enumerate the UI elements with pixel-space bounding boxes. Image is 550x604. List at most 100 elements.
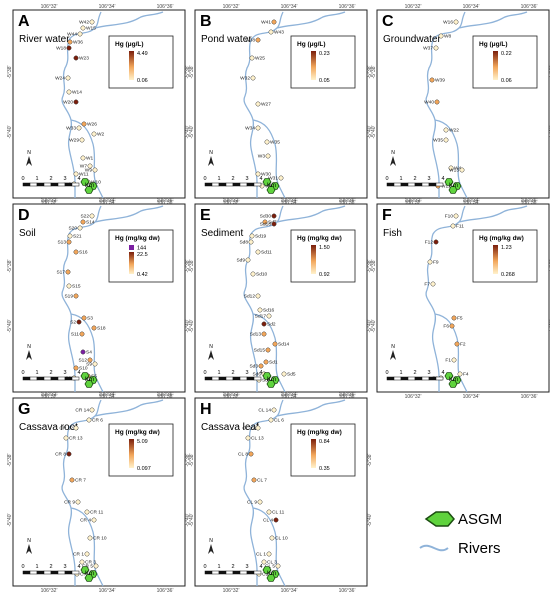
sample-label: Sd1 (269, 360, 278, 366)
scale-segment (253, 182, 262, 187)
scale-segment (57, 570, 66, 575)
sample-point (275, 563, 281, 569)
sample-label: CL 7 (257, 478, 267, 484)
lon-tick-label: 106°32' (41, 200, 58, 206)
scale-tick-label: 1 (399, 370, 402, 376)
sample-label: Sd15 (254, 348, 266, 354)
north-label: N (27, 150, 31, 156)
sample-label: W10 (91, 180, 101, 186)
sample-point (459, 167, 465, 173)
sample-point (73, 55, 79, 61)
sample-point (258, 363, 264, 369)
north-arrow-icon: N (390, 150, 396, 166)
scale-segment (36, 376, 45, 381)
sample-point (249, 55, 255, 61)
legend-low-value: 0.35 (319, 466, 330, 472)
lon-tick-label: 106°34' (281, 392, 298, 398)
scale-segment (393, 182, 402, 187)
scale-tick-label: 2 (49, 564, 52, 570)
scale-segment (211, 570, 220, 575)
sample-label: CR 13 (69, 436, 83, 442)
sample-point (271, 221, 277, 227)
lon-tick-label: 106°32' (223, 394, 240, 400)
lon-tick-label: 106°36' (157, 4, 174, 10)
sample-point (261, 321, 267, 327)
sample-point (429, 77, 435, 83)
sample-label: CR 12 (59, 426, 73, 432)
sample-point (268, 417, 274, 423)
scale-tick-label: 2 (231, 564, 234, 570)
scale-segment (435, 376, 444, 381)
sample-label: CL 12 (242, 426, 255, 432)
asgm-site-icon (444, 178, 454, 186)
sample-point (89, 19, 95, 25)
scale-segment (29, 570, 38, 575)
scale-segment (225, 376, 234, 381)
scale-tick-label: 0 (21, 176, 24, 182)
north-label: N (209, 344, 213, 350)
scale-tick-label: 2 (49, 176, 52, 182)
scale-segment (386, 182, 395, 187)
legend-unit: Hg (μg/L) (297, 41, 326, 48)
asgm-site-icon (444, 372, 454, 380)
sample-point (91, 325, 97, 331)
asgm-site-icon (448, 186, 458, 194)
lon-tick-label: 106°32' (405, 4, 422, 10)
sample-point (264, 139, 270, 145)
sample-point (66, 45, 72, 51)
panel-letter: B (200, 13, 212, 30)
lat-tick-label: -5°40' (185, 125, 191, 138)
sample-point (245, 435, 251, 441)
scale-tick-label: 1 (399, 176, 402, 182)
scale-segment (71, 376, 80, 381)
sample-label: Sd17 (255, 314, 267, 320)
map-panel-f: 106°32' 106°32' 106°34' 106°34' 106°36' 106°3… (371, 198, 550, 400)
sample-point (67, 39, 73, 45)
scale-segment (57, 182, 66, 187)
sample-point (89, 213, 95, 219)
sample-point (451, 357, 457, 363)
sample-point (433, 239, 439, 245)
sample-label: W1 (86, 156, 94, 162)
lon-tick-label: 106°34' (99, 394, 116, 400)
sample-point (66, 89, 72, 95)
sample-label: CL 5 (265, 564, 275, 570)
sample-point (73, 249, 79, 255)
sample-label: F6 (443, 324, 449, 330)
sample-label: F5 (457, 316, 463, 322)
sample-point (255, 293, 261, 299)
sample-point (66, 283, 72, 289)
scale-tick-label: 3 (245, 564, 248, 570)
scale-segment (232, 376, 241, 381)
lon-tick-label: 106°34' (99, 588, 116, 594)
sample-point (453, 19, 459, 25)
lon-tick-label: 106°34' (99, 4, 116, 10)
sample-point (261, 331, 267, 337)
legend-low-value: 0.92 (319, 272, 330, 278)
scale-segment (218, 570, 227, 575)
legend-unit: Hg (mg/kg dw) (115, 429, 160, 436)
north-arrow-icon: N (208, 150, 214, 166)
scale-segment (218, 376, 227, 381)
sample-label: Sd6 (252, 372, 261, 378)
sample-label: CR 7 (75, 478, 86, 484)
sample-point (67, 233, 73, 239)
scale-tick-label: 4 (77, 176, 80, 182)
concentration-legend: Hg (mg/kg dw) 0.84 0.35 (290, 423, 356, 477)
map-panel-e: 106°32' 106°32' 106°34' 106°34' 106°36' 106°3… (189, 198, 373, 400)
sample-point (87, 163, 93, 169)
sample-point (265, 153, 271, 159)
river-line (61, 205, 164, 393)
asgm-legend-icon (424, 511, 455, 527)
sample-label: W29 (69, 138, 79, 144)
lat-tick-label: -5°38' (7, 259, 13, 272)
sample-label: W31 (268, 176, 278, 182)
sample-point (269, 535, 275, 541)
lon-tick-label: 106°36' (339, 200, 356, 206)
lon-tick-label: 106°36' (157, 200, 174, 206)
lon-tick-label: 106°32' (41, 394, 58, 400)
sample-point (438, 33, 444, 39)
scale-segment (239, 376, 248, 381)
legend-high-value: 1.50 (319, 245, 330, 251)
